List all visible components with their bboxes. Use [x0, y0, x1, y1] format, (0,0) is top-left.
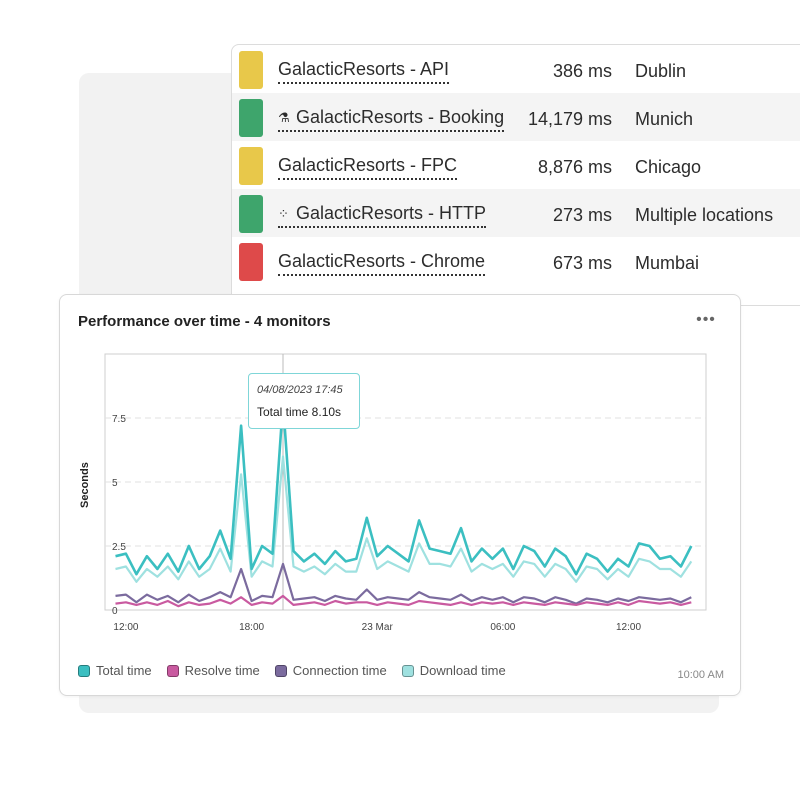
y-tick-label: 7.5 [112, 414, 126, 425]
status-indicator [239, 99, 263, 137]
monitor-name-link[interactable]: ⚗ GalacticResorts - Booking [278, 107, 505, 132]
connection-time-line [115, 562, 692, 605]
status-indicator [239, 195, 263, 233]
monitor-location: Mumbai [635, 253, 700, 273]
status-indicator [239, 51, 263, 89]
monitor-response-time: 273 ms [552, 205, 612, 225]
x-tick-label: 12:00 [113, 622, 138, 633]
monitor-response-time: 386 ms [552, 61, 612, 81]
monitor-name[interactable]: GalacticResorts - HTTP [296, 203, 487, 223]
monitor-row[interactable]: ⚗ GalacticResorts - Booking 14,179 ms Mun… [232, 93, 800, 141]
monitor-row[interactable]: GalacticResorts - API 386 ms Dublin [232, 45, 800, 93]
legend-swatch [401, 664, 414, 677]
resolve-time-line [115, 594, 692, 608]
chart-tooltip: 04/08/2023 17:45 Total time 8.10s [248, 373, 360, 429]
legend-item-resolve-time[interactable]: Resolve time [166, 663, 260, 678]
x-tick-label: 12:00 [616, 622, 641, 633]
total-time-line [115, 401, 693, 576]
y-tick-label: 0 [112, 606, 118, 617]
legend-item-total-time[interactable]: Total time [78, 663, 152, 678]
legend-swatch [78, 664, 90, 677]
monitor-response-time: 14,179 ms [527, 109, 612, 129]
card-title: Performance over time - 4 monitors [78, 313, 331, 330]
monitor-name[interactable]: GalacticResorts - FPC [278, 155, 458, 175]
legend-label: Resolve time [184, 663, 260, 678]
monitor-location: Multiple locations [635, 205, 774, 225]
performance-card: Performance over time - 4 monitors ••• S… [59, 294, 741, 696]
last-updated-time: 10:00 AM [677, 669, 724, 681]
flask-icon: ⚗ [278, 109, 290, 125]
monitor-name-link[interactable]: ⁘ GalacticResorts - HTTP [278, 203, 487, 228]
monitor-name[interactable]: GalacticResorts - API [278, 59, 450, 79]
legend-swatch [166, 664, 179, 677]
monitor-name-link[interactable]: GalacticResorts - API [278, 59, 450, 84]
status-indicator [239, 243, 263, 281]
monitor-location: Munich [635, 109, 694, 129]
monitor-location: Dublin [635, 61, 687, 81]
y-tick-label: 5 [112, 478, 118, 489]
monitor-table: GalacticResorts - API 386 ms Dublin ⚗ Gal… [231, 44, 800, 306]
monitor-row[interactable]: GalacticResorts - FPC 8,876 ms Chicago [232, 141, 800, 189]
monitor-name-link[interactable]: GalacticResorts - Chrome [278, 251, 486, 276]
monitor-response-time: 8,876 ms [537, 157, 612, 177]
monitor-name[interactable]: GalacticResorts - Booking [296, 107, 505, 127]
legend-label: Download time [419, 663, 506, 678]
legend-label: Total time [96, 663, 152, 678]
monitor-response-time: 673 ms [552, 253, 612, 273]
more-options-button[interactable]: ••• [696, 311, 716, 328]
y-tick-label: 2.5 [112, 542, 126, 553]
legend-item-download-time[interactable]: Download time [401, 663, 506, 678]
x-tick-label: 06:00 [490, 622, 515, 633]
monitor-name-link[interactable]: GalacticResorts - FPC [278, 155, 458, 180]
legend-swatch [274, 664, 287, 677]
x-tick-label: 18:00 [239, 622, 264, 633]
tooltip-value: Total time 8.10s [257, 405, 342, 419]
monitor-location: Chicago [635, 157, 702, 177]
legend-label: Connection time [292, 663, 387, 678]
performance-chart[interactable]: 0 2.5 5 7.5 12:00 18:00 23 Mar 06:00 12:00 [60, 295, 740, 655]
monitor-row[interactable]: ⁘ GalacticResorts - HTTP 273 ms Multiple … [232, 189, 800, 237]
status-indicator [239, 147, 263, 185]
monitor-name[interactable]: GalacticResorts - Chrome [278, 251, 486, 271]
tooltip-date: 04/08/2023 17:45 [257, 384, 343, 396]
x-tick-label: 23 Mar [362, 622, 394, 633]
grid-icon: ⁘ [278, 205, 289, 221]
download-time-line [115, 455, 693, 583]
chart-legend: Total time Resolve time Connection time … [78, 663, 506, 678]
monitor-row[interactable]: GalacticResorts - Chrome 673 ms Mumbai [232, 237, 800, 285]
legend-item-connection-time[interactable]: Connection time [274, 663, 387, 678]
